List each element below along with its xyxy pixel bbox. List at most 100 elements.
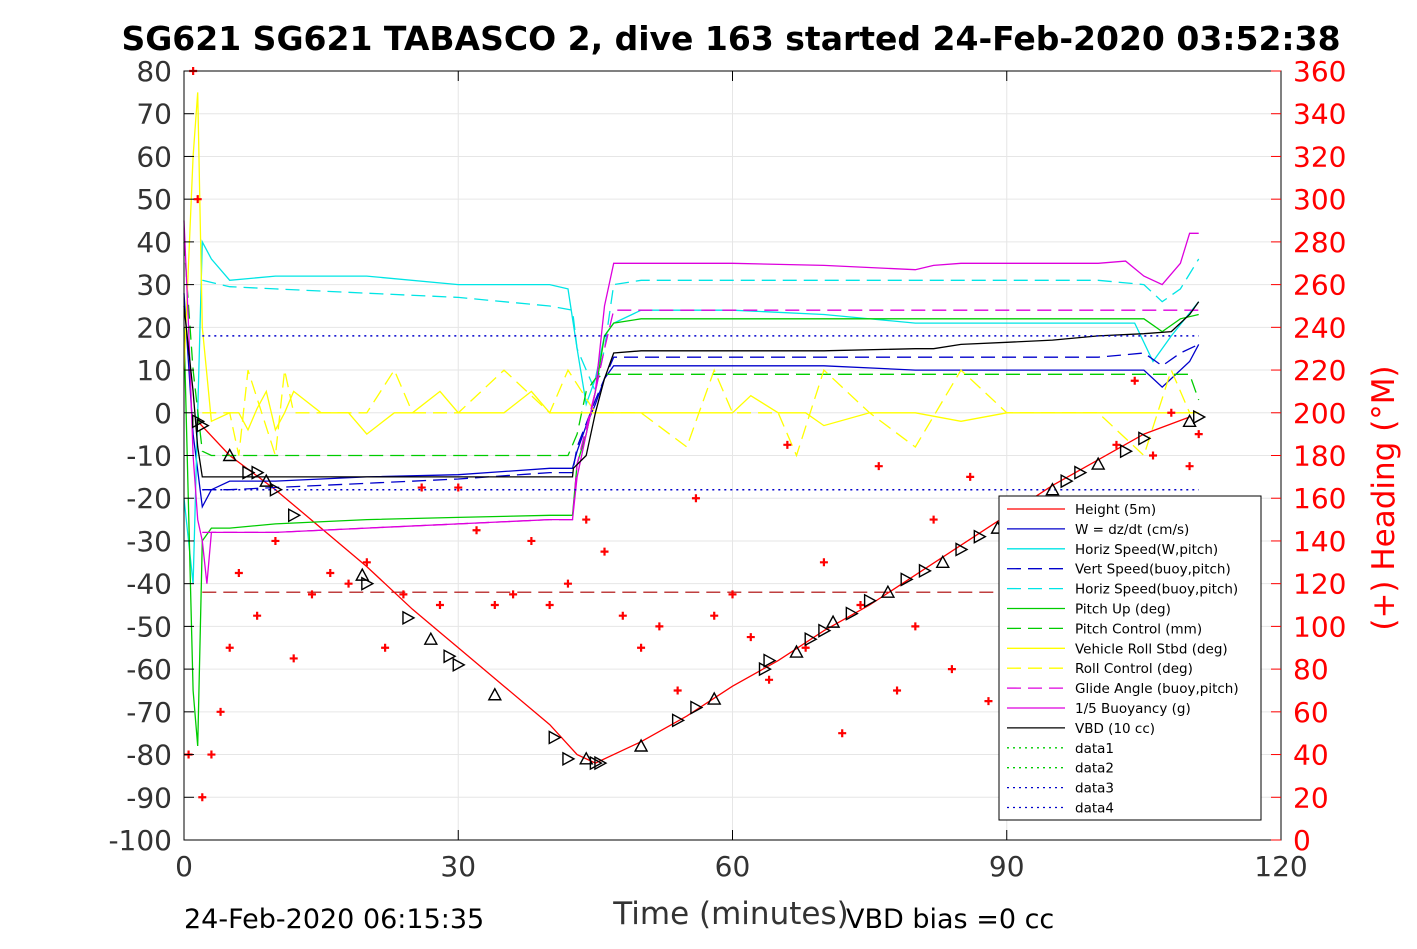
series-line-horiz-speed-buoy-pitch (202, 258, 1200, 394)
heading-point (193, 195, 202, 204)
heading-point (911, 622, 920, 631)
heading-point (856, 601, 865, 610)
y-tick-label-right: 220 (1293, 354, 1346, 387)
heading-point (399, 590, 408, 599)
y-axis-left: 80 70 60 50 40 30 20 10 0 -10 -20 -30 -40 -50 -60 -70 -8… (108, 55, 194, 857)
y-tick-label-right: 300 (1293, 183, 1346, 216)
legend-label: VBD (10 cc) (1075, 721, 1155, 737)
y-tick-label-right: 80 (1293, 653, 1329, 686)
heading-point (563, 579, 572, 588)
heading-point (819, 558, 828, 567)
depth-marker (579, 751, 594, 765)
depth-marker (452, 657, 466, 673)
legend-label: Vehicle Roll Stbd (deg) (1075, 641, 1228, 657)
heading-point (289, 654, 298, 663)
footer-vbd-bias: VBD bias =0 cc (846, 904, 1054, 935)
heading-point (618, 611, 627, 620)
heading-point (381, 643, 390, 652)
depth-marker (1045, 482, 1060, 496)
depth-marker (251, 465, 265, 480)
heading-point (207, 750, 216, 759)
y-tick-label-left: 30 (136, 269, 172, 302)
depth-marker (789, 644, 804, 658)
heading-point (600, 547, 609, 556)
y-tick-label-left: 50 (136, 183, 172, 216)
heading-point (1112, 440, 1121, 449)
depth-marker (548, 730, 562, 745)
y-tick-label-left: -70 (126, 696, 172, 729)
depth-marker (763, 653, 777, 668)
series-line-vehicle-roll-stbd-deg (183, 92, 1199, 435)
legend-label: Horiz Speed(W,pitch) (1075, 542, 1218, 558)
legend-label: data3 (1075, 781, 1114, 797)
heading-point (307, 590, 316, 599)
y-tick-label-right: 20 (1293, 781, 1329, 814)
heading-point (746, 633, 755, 642)
y-tick-label-right: 240 (1293, 311, 1346, 344)
legend-label: Height (5m) (1075, 502, 1156, 518)
depth-marker (594, 755, 608, 771)
y-tick-label-right: 0 (1293, 824, 1311, 857)
heading-point (673, 686, 682, 695)
heading-point (435, 601, 444, 610)
heading-point (1194, 430, 1203, 439)
depth-marker (1060, 473, 1074, 489)
depth-marker (863, 593, 878, 608)
y-tick-label-right: 60 (1293, 696, 1329, 729)
legend-label: Horiz Speed(buoy,pitch) (1075, 582, 1238, 598)
heading-point (929, 515, 938, 524)
y-tick-label-right: 320 (1293, 140, 1346, 173)
legend-label: W = dz/dt (cm/s) (1075, 522, 1189, 538)
y-tick-label-left: -60 (126, 653, 172, 686)
heading-point (710, 611, 719, 620)
depth-marker (288, 508, 302, 523)
depth-marker (1182, 413, 1197, 428)
legend: Height (5m) W = dz/dt (cm/s) Horiz Speed(W… (998, 495, 1262, 821)
legend-label: data2 (1075, 761, 1114, 777)
y-tick-label-right: 260 (1293, 269, 1346, 302)
heading-point (947, 665, 956, 674)
y-tick-label-right: 40 (1293, 739, 1329, 772)
legend-label: data4 (1075, 801, 1114, 817)
x-tick-label: 60 (715, 850, 751, 883)
heading-point (253, 611, 262, 620)
depth-marker (1138, 431, 1152, 446)
depth-marker (1119, 444, 1134, 459)
depth-marker (955, 542, 969, 557)
y-tick-label-right: 140 (1293, 525, 1346, 558)
legend-label: Pitch Control (mm) (1075, 621, 1202, 637)
heading-point (1185, 462, 1194, 471)
depth-marker (818, 623, 832, 638)
heading-point (509, 590, 518, 599)
heading-point (1167, 408, 1176, 417)
series-line-pitch-control-mm (183, 241, 1200, 457)
depth-marker (918, 563, 932, 579)
heading-point (655, 622, 664, 631)
depth-marker (423, 631, 439, 645)
x-tick-label: 0 (175, 850, 193, 883)
y-tick-label-right: 280 (1293, 226, 1346, 259)
legend-label: data1 (1075, 741, 1114, 757)
series-line-w-dz-dt-cm-s (183, 293, 1200, 509)
y-tick-label-left: -40 (126, 568, 172, 601)
depth-marker (222, 448, 237, 462)
depth-marker (443, 649, 457, 664)
y-tick-label-left: -10 (126, 440, 172, 473)
depth-marker (361, 576, 375, 591)
depth-marker (487, 687, 502, 701)
y-tick-label-right: 100 (1293, 610, 1346, 643)
x-tick-label: 30 (440, 850, 476, 883)
depth-marker (269, 482, 283, 497)
legend-label: Glide Angle (buoy,pitch) (1075, 681, 1239, 697)
depth-marker (671, 713, 686, 728)
heading-point (691, 494, 700, 503)
y-tick-label-left: 70 (136, 98, 172, 131)
heading-point (527, 536, 536, 545)
y-tick-label-left: -80 (126, 739, 172, 772)
y-tick-label-left: 10 (136, 354, 172, 387)
depth-marker (1090, 456, 1106, 470)
y-tick-label-right: 180 (1293, 440, 1346, 473)
depth-marker (402, 610, 416, 626)
heading-point (582, 515, 591, 524)
